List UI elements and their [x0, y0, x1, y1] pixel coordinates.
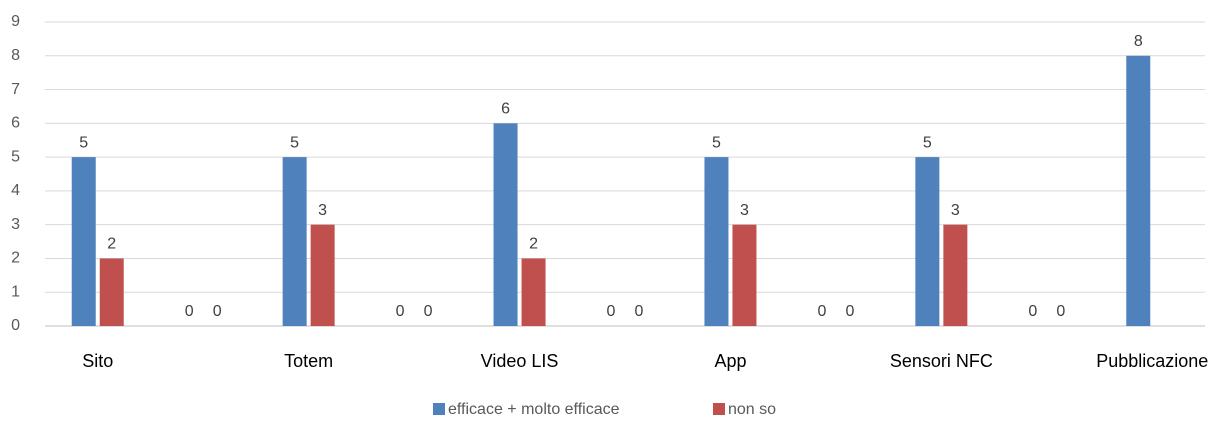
- legend-label: non so: [728, 401, 776, 418]
- bar: [99, 258, 124, 326]
- bar: [71, 157, 96, 326]
- bar: [1126, 55, 1151, 327]
- bar: [943, 224, 968, 326]
- bar: [704, 157, 729, 326]
- y-tick-label: 0: [11, 317, 20, 334]
- data-label: 5: [712, 134, 721, 151]
- data-label: 3: [740, 202, 749, 219]
- data-label: 0: [607, 303, 616, 320]
- data-label: 2: [107, 236, 116, 253]
- y-tick-label: 6: [11, 115, 20, 132]
- y-tick-label: 9: [11, 13, 20, 30]
- bar: [310, 224, 335, 326]
- data-label: 0: [845, 303, 854, 320]
- legend-swatch: [433, 403, 445, 415]
- bar: [493, 123, 518, 326]
- data-label: 0: [396, 303, 405, 320]
- data-label: 0: [817, 303, 826, 320]
- x-tick-label: Video LIS: [481, 351, 559, 371]
- x-tick-label: Pubblicazione: [1096, 351, 1208, 371]
- y-tick-label: 3: [11, 216, 20, 233]
- data-label: 0: [424, 303, 433, 320]
- x-tick-label: Totem: [284, 351, 333, 371]
- data-label: 3: [951, 202, 960, 219]
- y-tick-label: 5: [11, 148, 20, 165]
- x-tick-label: Sito: [82, 351, 113, 371]
- data-label: 0: [213, 303, 222, 320]
- data-label: 0: [1056, 303, 1065, 320]
- bar: [915, 157, 940, 326]
- legend-swatch: [713, 403, 725, 415]
- bar: [521, 258, 546, 326]
- data-label: 0: [635, 303, 644, 320]
- data-label: 0: [185, 303, 194, 320]
- y-tick-label: 2: [11, 250, 20, 267]
- bar: [732, 224, 757, 326]
- y-tick-label: 4: [11, 182, 20, 199]
- y-tick-label: 1: [11, 283, 20, 300]
- data-label: 5: [79, 134, 88, 151]
- data-label: 0: [1028, 303, 1037, 320]
- data-label: 5: [923, 134, 932, 151]
- y-tick-label: 7: [11, 81, 20, 98]
- data-label: 5: [290, 134, 299, 151]
- x-tick-label: App: [714, 351, 746, 371]
- data-label: 2: [529, 236, 538, 253]
- data-label: 6: [501, 101, 510, 118]
- y-tick-label: 8: [11, 47, 20, 64]
- x-tick-label: Sensori NFC: [890, 351, 993, 371]
- data-label: 3: [318, 202, 327, 219]
- data-label: 8: [1134, 33, 1143, 50]
- legend-label: efficace + molto efficace: [448, 401, 620, 418]
- bar: [282, 157, 307, 326]
